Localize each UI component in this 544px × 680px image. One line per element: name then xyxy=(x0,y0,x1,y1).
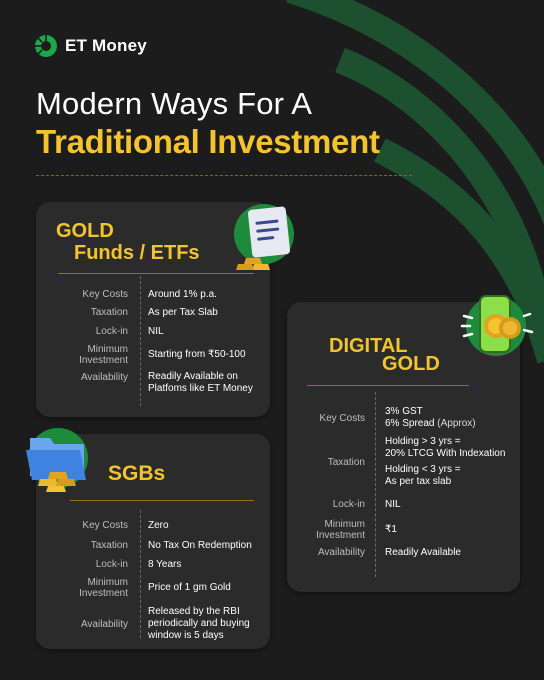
gold-funds-title-rule xyxy=(58,273,254,274)
row-label: Lock-in xyxy=(332,499,365,510)
row-value: ₹1 xyxy=(385,524,397,535)
sgbs-row-minimum-investment: Minimum Investment Price of 1 gm Gold xyxy=(36,577,266,599)
row-value: Starting from ₹50-100 xyxy=(148,349,246,360)
row-value: No Tax On Redemption xyxy=(148,540,252,551)
row-label: Lock-in xyxy=(95,559,128,570)
headline-line-2: Traditional Investment xyxy=(36,123,380,160)
et-money-logo-icon xyxy=(35,35,57,57)
headline-divider xyxy=(36,175,412,176)
row-value: Price of 1 gm Gold xyxy=(148,582,231,593)
digital-gold-row-lock-in: Lock-in NIL xyxy=(287,499,515,511)
row-value: 8 Years xyxy=(148,559,182,570)
row-label: Minimum Investment xyxy=(79,577,128,599)
headline-line-1: Modern Ways For A xyxy=(36,86,313,121)
row-value-line: 20% LTCG With Indexation xyxy=(385,448,506,459)
gold-funds-row-minimum-investment: Minimum Investment Starting from ₹50-100 xyxy=(36,344,268,366)
row-label: Taxation xyxy=(90,307,128,318)
row-label: Availability xyxy=(80,372,128,383)
document-gold-bars-icon xyxy=(234,204,294,270)
row-value: NIL xyxy=(385,499,401,510)
row-label: Taxation xyxy=(327,456,365,468)
sgbs-row-key-costs: Key Costs Zero xyxy=(36,520,266,532)
gold-funds-row-key-costs: Key Costs Around 1% p.a. xyxy=(36,289,268,301)
gold-funds-row-availability: Availability Readily Available on Platfo… xyxy=(36,371,260,395)
row-label: Lock-in xyxy=(95,326,128,337)
digital-gold-title-line-1: DIGITAL xyxy=(329,335,408,357)
digital-gold-title-rule xyxy=(307,385,469,386)
digital-gold-row-availability: Availability Readily Available xyxy=(287,547,515,559)
gold-funds-title-line-2: Funds / ETFs xyxy=(74,242,200,264)
gold-funds-row-lock-in: Lock-in NIL xyxy=(36,326,268,338)
row-value: Readily Available xyxy=(385,547,461,558)
digital-gold-row-key-costs: Key Costs 3% GST 6% Spread (Approx) xyxy=(287,406,515,430)
row-value-suffix: (Approx) xyxy=(434,418,476,429)
row-value: Zero xyxy=(148,520,169,531)
row-value-line: Holding > 3 yrs = xyxy=(385,436,461,447)
sgbs-title: SGBs xyxy=(108,462,166,485)
row-value: Released by the RBI periodically and buy… xyxy=(148,606,250,641)
logo-text: ET Money xyxy=(65,36,147,55)
digital-gold-row-taxation: Taxation Holding > 3 yrs = 20% LTCG With… xyxy=(287,436,515,488)
gold-funds-card: GOLD Funds / ETFs Key Costs Around 1% p.… xyxy=(36,202,270,417)
gold-funds-column-divider xyxy=(140,276,141,406)
digital-gold-title-line-2: GOLD xyxy=(382,353,440,375)
sgbs-row-lock-in: Lock-in 8 Years xyxy=(36,559,266,571)
row-value: Readily Available on Platfoms like ET Mo… xyxy=(148,371,253,394)
sgbs-column-divider xyxy=(140,510,141,638)
row-value: Around 1% p.a. xyxy=(148,289,217,300)
et-money-logo[interactable]: ET Money xyxy=(34,34,147,58)
row-value: As per Tax Slab xyxy=(148,307,218,318)
row-value: NIL xyxy=(148,326,164,337)
row-label: Key Costs xyxy=(319,412,365,424)
row-value-line: 6% Spread xyxy=(385,418,435,429)
row-label: Minimum Investment xyxy=(79,344,128,366)
gold-funds-title-line-1: GOLD xyxy=(56,220,114,242)
sgbs-row-taxation: Taxation No Tax On Redemption xyxy=(36,540,266,552)
folder-gold-bars-icon xyxy=(26,428,88,492)
row-label: Minimum Investment xyxy=(316,519,365,541)
row-value-line: Holding < 3 yrs = xyxy=(385,464,461,475)
row-label: Taxation xyxy=(90,540,128,551)
row-value-line: As per tax slab xyxy=(385,476,452,487)
digital-gold-row-minimum-investment: Minimum Investment ₹1 xyxy=(287,519,515,541)
gold-funds-row-taxation: Taxation As per Tax Slab xyxy=(36,307,268,319)
row-value-line: 3% GST xyxy=(385,406,423,417)
sgbs-row-availability: Availability Released by the RBI periodi… xyxy=(36,606,262,642)
row-label: Key Costs xyxy=(82,289,128,300)
digital-gold-column-divider xyxy=(375,392,376,577)
row-label: Availability xyxy=(317,547,365,558)
sgbs-title-rule xyxy=(70,500,254,501)
row-label: Availability xyxy=(80,618,128,630)
phone-gold-coins-icon xyxy=(460,295,534,356)
row-label: Key Costs xyxy=(82,520,128,531)
